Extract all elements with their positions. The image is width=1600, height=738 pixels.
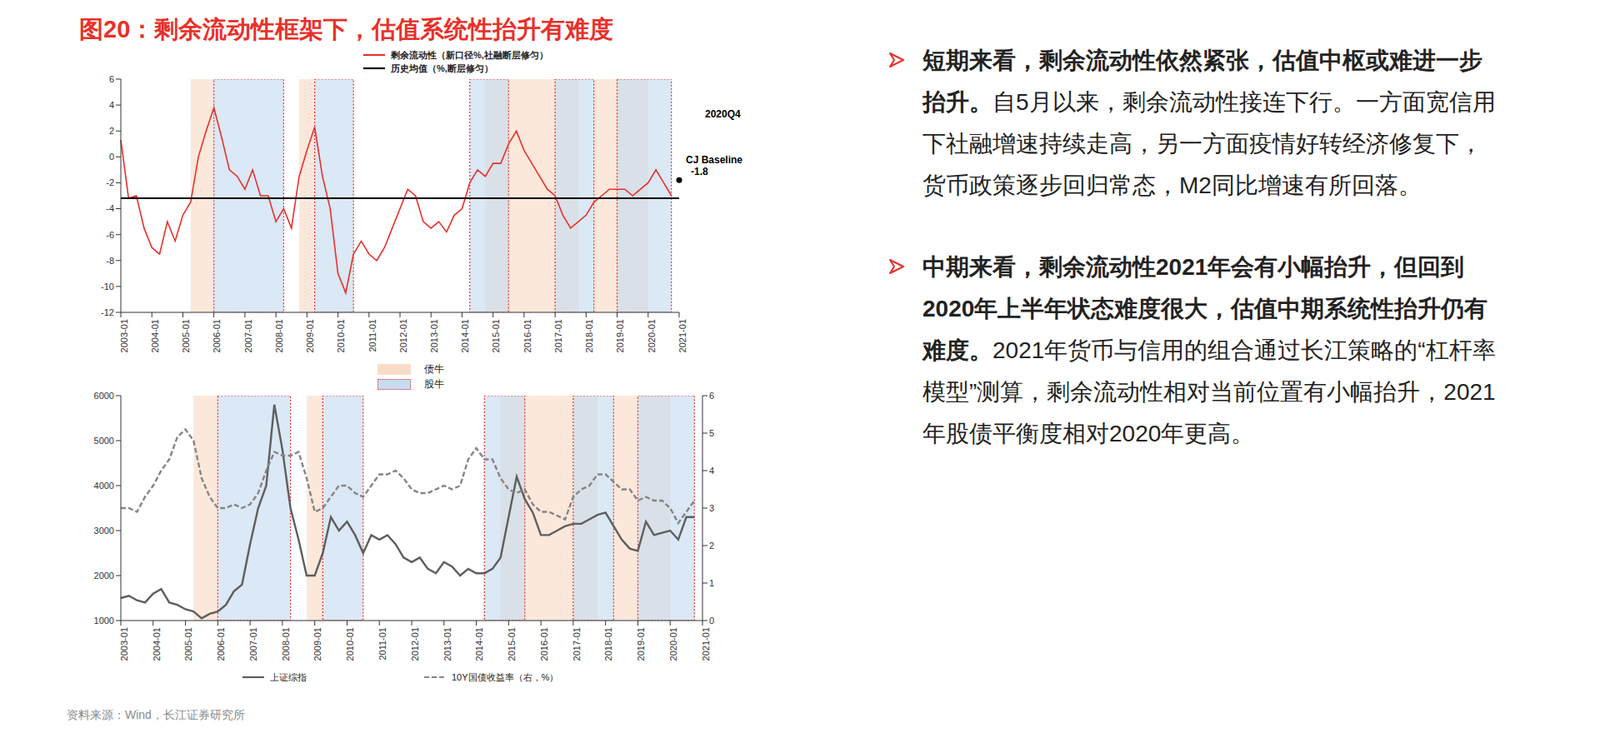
svg-text:2: 2 bbox=[109, 125, 115, 136]
svg-text:2013-01: 2013-01 bbox=[442, 627, 453, 661]
svg-text:2011-01: 2011-01 bbox=[377, 627, 388, 661]
svg-text:5000: 5000 bbox=[94, 435, 115, 446]
html-text:剩余流动性（新口径%,社融断层修匀）: 剩余流动性（新口径%,社融断层修匀） bbox=[390, 49, 549, 60]
svg-text:6000: 6000 bbox=[94, 390, 115, 401]
svg-text:2016-01: 2016-01 bbox=[522, 319, 533, 353]
html-text:上证综指: 上证综指 bbox=[270, 672, 307, 683]
svg-text:5: 5 bbox=[709, 428, 715, 439]
svg-text:2006-01: 2006-01 bbox=[215, 627, 226, 661]
svg-text:2017-01: 2017-01 bbox=[553, 319, 564, 353]
html-text:债牛: 债牛 bbox=[424, 362, 445, 375]
svg-text:3000: 3000 bbox=[94, 525, 115, 536]
svg-text:2003-01: 2003-01 bbox=[119, 627, 130, 661]
html-text:历史均值（%,断层修匀）: 历史均值（%,断层修匀） bbox=[390, 62, 494, 73]
html-text:资料来源：Wind，长江证券研究所: 资料来源：Wind，长江证券研究所 bbox=[66, 708, 245, 722]
svg-text:2: 2 bbox=[709, 540, 715, 551]
svg-text:2010-01: 2010-01 bbox=[345, 627, 355, 661]
svg-text:2019-01: 2019-01 bbox=[635, 627, 646, 661]
svg-text:2014-01: 2014-01 bbox=[460, 319, 470, 353]
svg-text:2012-01: 2012-01 bbox=[410, 627, 420, 661]
svg-text:2000: 2000 bbox=[94, 570, 115, 581]
svg-text:-6: -6 bbox=[105, 230, 115, 240]
svg-text:2008-01: 2008-01 bbox=[274, 319, 285, 353]
svg-text:2015-01: 2015-01 bbox=[490, 319, 501, 353]
svg-text:2004-01: 2004-01 bbox=[150, 319, 160, 353]
svg-text:2005-01: 2005-01 bbox=[183, 627, 194, 661]
svg-text:2004-01: 2004-01 bbox=[151, 627, 162, 661]
svg-text:2020-01: 2020-01 bbox=[646, 319, 657, 353]
svg-text:6: 6 bbox=[109, 74, 115, 85]
svg-text:2017-01: 2017-01 bbox=[571, 627, 582, 661]
svg-text:6: 6 bbox=[709, 390, 715, 401]
html-text:10Y国债收益率（右，%）: 10Y国债收益率（右，%） bbox=[451, 672, 559, 683]
html-text:短期来看，剩余流动性依然紧张，估值中枢或难进一步抬升。自5月: 短期来看，剩余流动性依然紧张，估值中枢或难进一步抬升。自5月以来，剩余流动性接连… bbox=[922, 47, 1496, 199]
svg-text:2021-01: 2021-01 bbox=[677, 319, 688, 353]
html-text:中期来看，剩余流动性2021年会有小幅抬升，但回到2020年: 中期来看，剩余流动性2021年会有小幅抬升，但回到2020年上半年状态难度很大，… bbox=[922, 254, 1496, 447]
svg-text:0: 0 bbox=[109, 151, 115, 162]
svg-text:2009-01: 2009-01 bbox=[312, 627, 323, 661]
svg-text:2010-01: 2010-01 bbox=[335, 319, 346, 353]
svg-text:-12: -12 bbox=[100, 307, 115, 318]
svg-text:1000: 1000 bbox=[94, 615, 115, 626]
svg-text:2018-01: 2018-01 bbox=[603, 627, 614, 661]
svg-text:2005-01: 2005-01 bbox=[180, 319, 191, 353]
svg-text:2015-01: 2015-01 bbox=[506, 627, 517, 661]
svg-text:2014-01: 2014-01 bbox=[474, 627, 485, 661]
svg-text:-4: -4 bbox=[105, 203, 115, 214]
svg-text:-10: -10 bbox=[100, 281, 115, 292]
svg-text:2008-01: 2008-01 bbox=[280, 627, 291, 661]
svg-text:4: 4 bbox=[109, 100, 115, 110]
svg-text:2011-01: 2011-01 bbox=[367, 319, 378, 353]
svg-text:3: 3 bbox=[709, 503, 715, 514]
svg-text:2016-01: 2016-01 bbox=[539, 627, 550, 661]
svg-text:4000: 4000 bbox=[94, 480, 115, 491]
svg-text:-1.8: -1.8 bbox=[690, 165, 709, 178]
svg-text:4: 4 bbox=[709, 465, 715, 476]
svg-text:2020-01: 2020-01 bbox=[668, 627, 679, 661]
svg-text:2018-01: 2018-01 bbox=[584, 319, 595, 353]
html-text:2020Q4: 2020Q4 bbox=[705, 108, 741, 120]
svg-text:CJ Baseline: CJ Baseline bbox=[685, 154, 743, 166]
svg-text:-8: -8 bbox=[105, 255, 115, 266]
svg-text:2012-01: 2012-01 bbox=[398, 319, 409, 353]
svg-text:-2: -2 bbox=[105, 177, 115, 188]
svg-text:2021-01: 2021-01 bbox=[700, 627, 711, 661]
svg-text:2019-01: 2019-01 bbox=[615, 319, 625, 353]
svg-text:2007-01: 2007-01 bbox=[248, 627, 259, 661]
svg-text:0: 0 bbox=[709, 615, 715, 626]
svg-text:2007-01: 2007-01 bbox=[243, 319, 254, 353]
html-text:图20：剩余流动性框架下，估值系统性抬升有难度: 图20：剩余流动性框架下，估值系统性抬升有难度 bbox=[79, 15, 614, 43]
html-text:股牛: 股牛 bbox=[424, 377, 445, 390]
svg-text:2006-01: 2006-01 bbox=[211, 319, 222, 353]
svg-text:2003-01: 2003-01 bbox=[119, 319, 130, 353]
svg-text:2009-01: 2009-01 bbox=[305, 319, 315, 353]
svg-text:2013-01: 2013-01 bbox=[429, 319, 440, 353]
svg-text:1: 1 bbox=[709, 578, 715, 589]
